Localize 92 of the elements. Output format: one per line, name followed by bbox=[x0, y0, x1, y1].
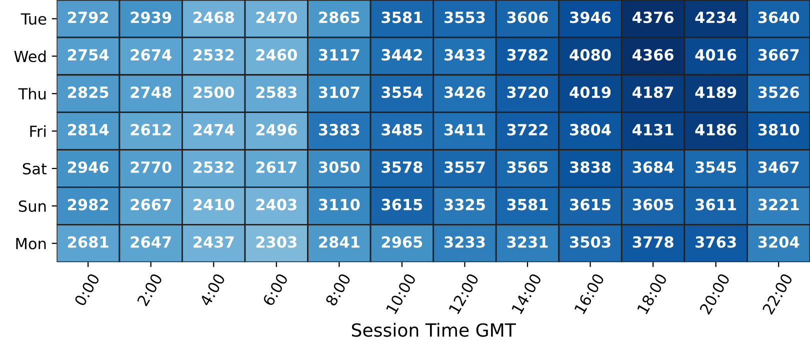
data-label: 2437 bbox=[194, 236, 234, 248]
data-label: 2865 bbox=[319, 12, 360, 24]
data-label: 4187 bbox=[632, 86, 674, 98]
data-label: 3231 bbox=[507, 236, 548, 248]
data-label: 2460 bbox=[256, 49, 297, 61]
data-label: 2748 bbox=[130, 86, 172, 98]
data-label: 2403 bbox=[256, 198, 296, 210]
data-label: 2792 bbox=[68, 12, 108, 24]
data-label: 3503 bbox=[570, 236, 610, 248]
data-label: 2939 bbox=[130, 12, 172, 24]
data-label: 3611 bbox=[696, 198, 736, 210]
data-label: 3720 bbox=[507, 86, 548, 98]
data-label: 3778 bbox=[632, 236, 674, 248]
data-label: 3615 bbox=[570, 198, 610, 210]
data-label: 2410 bbox=[194, 198, 234, 210]
data-label: 3553 bbox=[444, 12, 485, 24]
data-label: 3204 bbox=[758, 236, 800, 248]
data-label: 2754 bbox=[68, 49, 109, 61]
data-label: 2667 bbox=[130, 198, 171, 210]
data-label: 3526 bbox=[758, 86, 800, 98]
data-label: 3050 bbox=[318, 161, 360, 173]
data-label: 2946 bbox=[68, 161, 109, 173]
data-label: 3578 bbox=[382, 161, 422, 173]
data-label: 3221 bbox=[758, 198, 799, 210]
data-label: 4019 bbox=[570, 86, 611, 98]
data-label: 3810 bbox=[758, 124, 800, 136]
y-tick-label: Fri bbox=[30, 125, 46, 137]
y-tick-label: Tue bbox=[20, 13, 46, 25]
data-label: 2583 bbox=[256, 86, 296, 98]
data-label: 3581 bbox=[382, 12, 422, 24]
data-label: 2470 bbox=[256, 12, 297, 24]
data-label: 3383 bbox=[318, 124, 360, 136]
data-label: 3110 bbox=[318, 198, 360, 210]
data-label: 4131 bbox=[632, 124, 674, 136]
y-tick-label: Thu bbox=[18, 88, 46, 100]
data-label: 4016 bbox=[695, 49, 736, 61]
data-label: 3545 bbox=[696, 161, 736, 173]
data-label: 3433 bbox=[444, 49, 485, 61]
data-label: 3411 bbox=[444, 124, 485, 136]
data-label: 3565 bbox=[507, 161, 548, 173]
y-tick-label: Mon bbox=[16, 238, 46, 250]
data-label: 2612 bbox=[130, 124, 171, 136]
data-label: 3467 bbox=[758, 161, 799, 173]
data-label: 2681 bbox=[68, 236, 108, 248]
y-tick-label: Wed bbox=[14, 50, 46, 62]
data-label: 3426 bbox=[444, 86, 486, 98]
data-label: 3640 bbox=[758, 12, 800, 24]
data-label: 3117 bbox=[318, 49, 360, 61]
data-label: 2841 bbox=[319, 236, 360, 248]
data-label: 2617 bbox=[256, 161, 296, 173]
data-label: 3684 bbox=[632, 161, 674, 173]
data-label: 3605 bbox=[632, 198, 674, 210]
data-label: 3615 bbox=[382, 198, 422, 210]
data-label: 2770 bbox=[130, 161, 172, 173]
data-label: 3442 bbox=[382, 49, 422, 61]
data-label: 3722 bbox=[507, 124, 548, 136]
data-label: 3485 bbox=[382, 124, 422, 136]
data-label: 3946 bbox=[570, 12, 611, 24]
data-label: 3804 bbox=[570, 124, 611, 136]
data-label: 4366 bbox=[632, 49, 674, 61]
data-label: 3557 bbox=[444, 161, 485, 173]
data-label: 3763 bbox=[696, 236, 736, 248]
data-label: 3782 bbox=[507, 49, 548, 61]
data-label: 2982 bbox=[68, 198, 108, 210]
data-label: 2674 bbox=[130, 49, 172, 61]
data-label: 3581 bbox=[507, 198, 548, 210]
data-label: 2647 bbox=[130, 236, 171, 248]
data-label: 2500 bbox=[194, 86, 234, 98]
data-label: 3606 bbox=[507, 12, 548, 24]
data-label: 2303 bbox=[256, 236, 296, 248]
data-label: 2468 bbox=[194, 12, 234, 24]
x-axis-title: Session Time GMT bbox=[352, 322, 516, 337]
data-label: 3838 bbox=[570, 161, 611, 173]
data-label: 2532 bbox=[194, 49, 234, 61]
y-tick-label: Sat bbox=[22, 162, 47, 174]
data-label: 2532 bbox=[194, 161, 234, 173]
data-label: 4189 bbox=[695, 86, 736, 98]
data-label: 2814 bbox=[68, 124, 109, 136]
data-label: 3325 bbox=[444, 198, 485, 210]
data-label: 4234 bbox=[695, 12, 736, 24]
data-label: 4376 bbox=[632, 12, 674, 24]
data-label: 2965 bbox=[382, 236, 422, 248]
data-label: 2825 bbox=[68, 86, 108, 98]
data-label: 2474 bbox=[194, 124, 234, 136]
y-tick-label: Sun bbox=[18, 200, 46, 212]
data-label: 3107 bbox=[318, 86, 360, 98]
data-label: 4186 bbox=[695, 124, 736, 136]
data-label: 2496 bbox=[256, 124, 297, 136]
data-label: 3233 bbox=[444, 236, 485, 248]
data-label: 4080 bbox=[570, 49, 611, 61]
data-label: 3554 bbox=[382, 86, 423, 98]
data-label: 3667 bbox=[758, 49, 799, 61]
